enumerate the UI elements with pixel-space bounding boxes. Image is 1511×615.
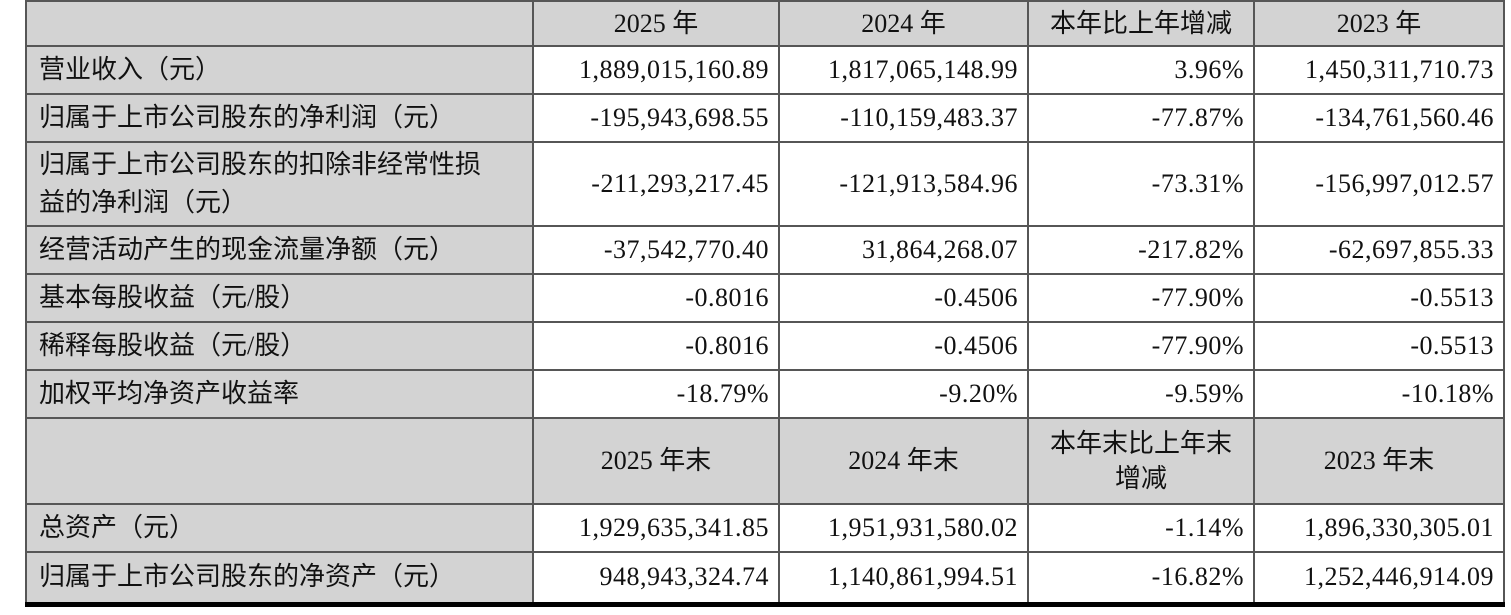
value-change: -77.90% bbox=[1027, 321, 1255, 371]
value-2024: -0.4506 bbox=[778, 321, 1029, 371]
table-row-revenue: 营业收入（元） 1,889,015,160.89 1,817,065,148.9… bbox=[25, 45, 1505, 95]
value-2025: 1,929,635,341.85 bbox=[532, 503, 780, 553]
header-row-year-end: 2025 年末 2024 年末 本年末比上年末 增减 2023 年末 bbox=[25, 417, 1505, 505]
financial-summary-table: 2025 年 2024 年 本年比上年增减 2023 年 营业收入（元） 1,8… bbox=[25, 0, 1505, 607]
value-change: -73.31% bbox=[1027, 141, 1255, 227]
row-label: 营业收入（元） bbox=[25, 45, 534, 95]
header-empty-cell bbox=[25, 0, 534, 47]
value-2023: -134,761,560.46 bbox=[1253, 93, 1505, 143]
row-label: 归属于上市公司股东的净资产（元） bbox=[25, 551, 534, 605]
header-2024-eoy: 2024 年末 bbox=[778, 417, 1029, 505]
value-2023: 1,252,446,914.09 bbox=[1253, 551, 1505, 605]
value-change: -77.90% bbox=[1027, 273, 1255, 323]
header-yoy-change: 本年比上年增减 bbox=[1027, 0, 1255, 47]
header-2023: 2023 年 bbox=[1253, 0, 1505, 47]
row-label: 总资产（元） bbox=[25, 503, 534, 553]
table-row-basic-eps: 基本每股收益（元/股） -0.8016 -0.4506 -77.90% -0.5… bbox=[25, 273, 1505, 323]
table-row-weighted-avg-roe: 加权平均净资产收益率 -18.79% -9.20% -9.59% -10.18% bbox=[25, 369, 1505, 419]
value-2023: 1,450,311,710.73 bbox=[1253, 45, 1505, 95]
value-2024: -0.4506 bbox=[778, 273, 1029, 323]
value-2025: -195,943,698.55 bbox=[532, 93, 780, 143]
value-2023: -0.5513 bbox=[1253, 273, 1505, 323]
header-eoy-change: 本年末比上年末 增减 bbox=[1027, 417, 1255, 505]
value-2024: 1,817,065,148.99 bbox=[778, 45, 1029, 95]
header-row-annual: 2025 年 2024 年 本年比上年增减 2023 年 bbox=[25, 0, 1505, 47]
value-change: -9.59% bbox=[1027, 369, 1255, 419]
row-label: 经营活动产生的现金流量净额（元） bbox=[25, 225, 534, 275]
header-2025: 2025 年 bbox=[532, 0, 780, 47]
table-row-diluted-eps: 稀释每股收益（元/股） -0.8016 -0.4506 -77.90% -0.5… bbox=[25, 321, 1505, 371]
table-row-total-assets: 总资产（元） 1,929,635,341.85 1,951,931,580.02… bbox=[25, 503, 1505, 553]
table-row-net-profit-excl-nonrecurring: 归属于上市公司股东的扣除非经常性损 益的净利润（元） -211,293,217.… bbox=[25, 141, 1505, 227]
value-2023: -10.18% bbox=[1253, 369, 1505, 419]
value-2025: -211,293,217.45 bbox=[532, 141, 780, 227]
value-2025: -18.79% bbox=[532, 369, 780, 419]
value-2025: 948,943,324.74 bbox=[532, 551, 780, 605]
value-2024: -121,913,584.96 bbox=[778, 141, 1029, 227]
value-change: 3.96% bbox=[1027, 45, 1255, 95]
header-2024: 2024 年 bbox=[778, 0, 1029, 47]
table-row-net-assets: 归属于上市公司股东的净资产（元） 948,943,324.74 1,140,86… bbox=[25, 551, 1505, 605]
value-2025: -0.8016 bbox=[532, 321, 780, 371]
value-change: -217.82% bbox=[1027, 225, 1255, 275]
value-2023: 1,896,330,305.01 bbox=[1253, 503, 1505, 553]
table-row-operating-cash-flow: 经营活动产生的现金流量净额（元） -37,542,770.40 31,864,2… bbox=[25, 225, 1505, 275]
value-2024: 1,140,861,994.51 bbox=[778, 551, 1029, 605]
value-2024: 1,951,931,580.02 bbox=[778, 503, 1029, 553]
header-2023-eoy: 2023 年末 bbox=[1253, 417, 1505, 505]
row-label: 归属于上市公司股东的扣除非经常性损 益的净利润（元） bbox=[25, 141, 534, 227]
row-label: 归属于上市公司股东的净利润（元） bbox=[25, 93, 534, 143]
header-2025-eoy: 2025 年末 bbox=[532, 417, 780, 505]
header-empty-cell bbox=[25, 417, 534, 505]
row-label: 加权平均净资产收益率 bbox=[25, 369, 534, 419]
value-2025: 1,889,015,160.89 bbox=[532, 45, 780, 95]
value-2023: -156,997,012.57 bbox=[1253, 141, 1505, 227]
value-2025: -0.8016 bbox=[532, 273, 780, 323]
value-change: -16.82% bbox=[1027, 551, 1255, 605]
value-change: -1.14% bbox=[1027, 503, 1255, 553]
row-label: 基本每股收益（元/股） bbox=[25, 273, 534, 323]
value-2023: -62,697,855.33 bbox=[1253, 225, 1505, 275]
value-2023: -0.5513 bbox=[1253, 321, 1505, 371]
row-label: 稀释每股收益（元/股） bbox=[25, 321, 534, 371]
table-row-net-profit: 归属于上市公司股东的净利润（元） -195,943,698.55 -110,15… bbox=[25, 93, 1505, 143]
value-change: -77.87% bbox=[1027, 93, 1255, 143]
value-2025: -37,542,770.40 bbox=[532, 225, 780, 275]
value-2024: -9.20% bbox=[778, 369, 1029, 419]
value-2024: -110,159,483.37 bbox=[778, 93, 1029, 143]
value-2024: 31,864,268.07 bbox=[778, 225, 1029, 275]
